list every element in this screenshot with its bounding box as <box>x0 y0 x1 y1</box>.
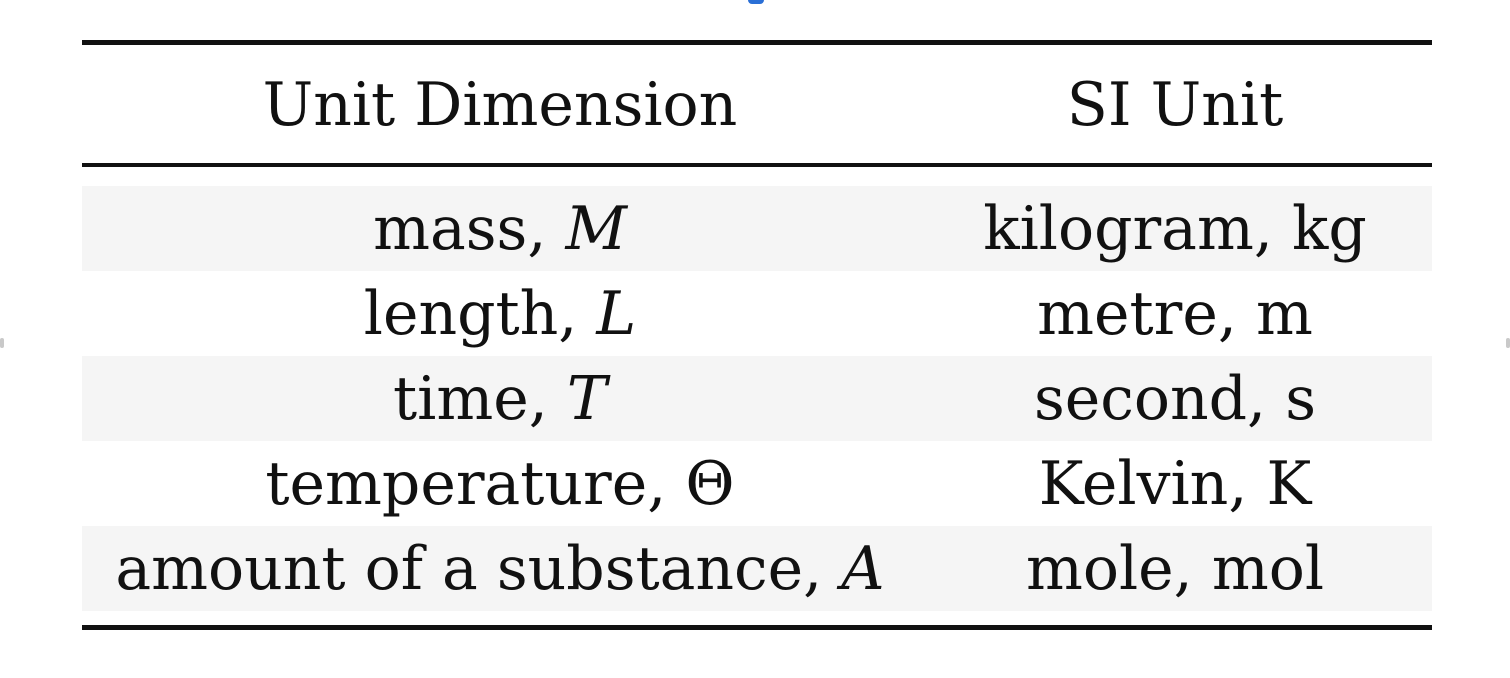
cell-unit-dimension: amount of a substance, A <box>82 539 918 599</box>
dimension-symbol: T <box>566 363 607 434</box>
table-header-rule <box>82 163 1432 167</box>
dimension-label: time, <box>393 363 567 434</box>
cell-unit-dimension: time, T <box>82 369 918 429</box>
header-si-unit: SI Unit <box>1066 70 1284 140</box>
cell-si-unit: metre, m <box>1037 278 1313 349</box>
table-header-row: Unit Dimension SI Unit <box>82 45 1432 163</box>
header-unit-dimension: Unit Dimension <box>262 70 738 140</box>
cell-unit-dimension: length, L <box>82 284 918 344</box>
dimension-symbol: Θ <box>685 448 735 519</box>
cell-si-unit: kilogram, kg <box>983 193 1367 264</box>
cell-unit-dimension: mass, M <box>82 199 918 259</box>
dimension-label: length, <box>363 278 597 349</box>
cell-unit-dimension: temperature, Θ <box>82 454 918 514</box>
dimension-symbol: L <box>596 278 637 349</box>
top-edge-artifact <box>748 0 764 4</box>
dimension-symbol: M <box>565 193 627 264</box>
left-edge-mark <box>0 338 4 348</box>
dimension-symbol: A <box>841 533 885 604</box>
table-bottom-rule <box>82 625 1432 630</box>
cell-si-unit: Kelvin, K <box>1038 448 1312 519</box>
table-bottom-spacer <box>82 611 1432 625</box>
table-row: temperature, Θ Kelvin, K <box>82 441 1432 526</box>
cell-si-unit: second, s <box>1033 363 1316 434</box>
dimension-label: amount of a substance, <box>115 533 842 604</box>
cell-si-unit: mole, mol <box>1025 533 1325 604</box>
table-body-spacer <box>82 167 1432 186</box>
right-edge-mark <box>1506 338 1510 348</box>
table-top-rule <box>82 40 1432 45</box>
dimension-label: temperature, <box>265 448 686 519</box>
dimension-label: mass, <box>373 193 566 264</box>
